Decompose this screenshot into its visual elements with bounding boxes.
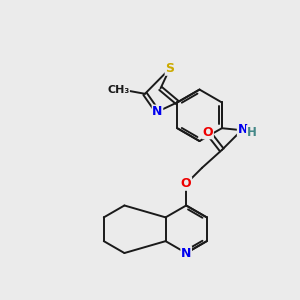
Text: O: O xyxy=(203,126,213,139)
Text: S: S xyxy=(165,62,174,75)
Text: CH₃: CH₃ xyxy=(107,85,129,95)
Text: H: H xyxy=(247,126,256,139)
Text: O: O xyxy=(181,177,191,190)
Text: N: N xyxy=(181,247,191,260)
Text: N: N xyxy=(238,123,248,136)
Text: N: N xyxy=(152,105,163,118)
